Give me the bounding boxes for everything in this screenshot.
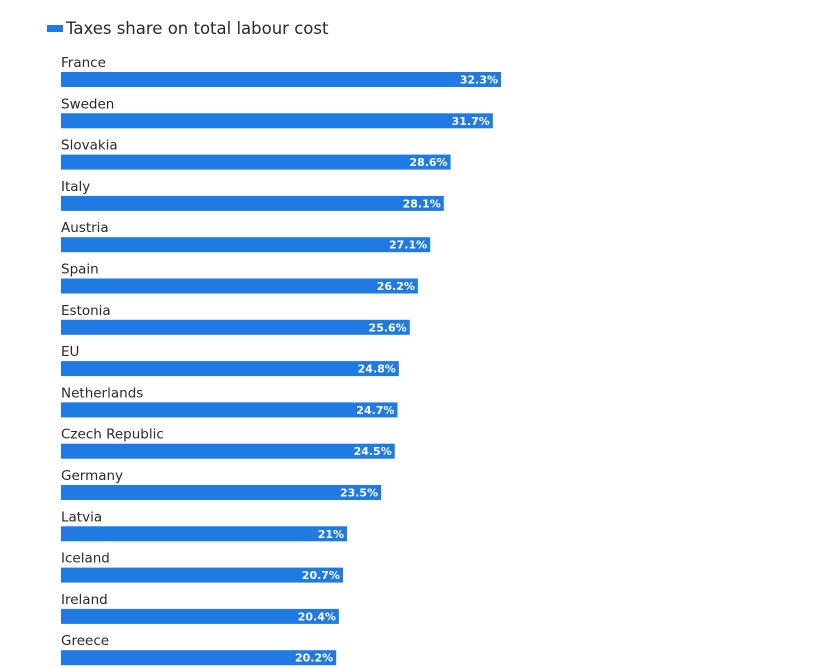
category-label: Sweden (61, 96, 114, 112)
value-label: 24.5% (354, 445, 392, 458)
bar[interactable] (61, 443, 395, 459)
category-label: Iceland (61, 551, 110, 567)
bar[interactable] (61, 278, 418, 294)
value-label: 26.2% (377, 280, 415, 293)
value-label: 20.7% (302, 569, 340, 582)
category-label: Czech Republic (61, 427, 164, 443)
bar[interactable] (61, 608, 339, 624)
category-label: Slovakia (61, 138, 118, 154)
bar[interactable] (61, 154, 451, 170)
category-label: Italy (61, 179, 90, 195)
category-label: Latvia (61, 509, 102, 525)
value-label: 24.7% (356, 404, 394, 417)
value-label: 21% (318, 528, 344, 541)
value-label: 20.2% (295, 652, 333, 665)
bar[interactable] (61, 361, 399, 377)
value-label: 28.6% (409, 156, 447, 169)
bar[interactable] (61, 567, 343, 583)
legend-swatch (47, 24, 63, 32)
category-label: Ireland (61, 592, 108, 608)
value-label: 27.1% (389, 239, 427, 252)
bar[interactable] (61, 72, 501, 87)
value-label: 32.3% (460, 74, 498, 87)
category-label: Germany (61, 468, 123, 484)
legend: Taxes share on total labour cost (47, 16, 328, 40)
value-label: 24.8% (358, 363, 396, 376)
category-label: Austria (61, 220, 109, 236)
bar[interactable] (61, 650, 337, 666)
category-label: Estonia (61, 303, 111, 319)
bar[interactable] (61, 237, 431, 253)
value-label: 25.6% (369, 321, 407, 334)
bar[interactable] (61, 402, 398, 418)
category-label: EU (61, 344, 79, 360)
category-label: France (61, 55, 106, 71)
category-label: Spain (61, 262, 99, 278)
category-label: Greece (61, 633, 109, 649)
value-label: 23.5% (340, 487, 378, 500)
bar[interactable] (61, 195, 444, 211)
bar[interactable] (61, 113, 493, 129)
value-label: 31.7% (452, 115, 490, 128)
category-label: Netherlands (61, 385, 143, 401)
legend-series-name: Taxes share on total labour cost (66, 18, 329, 38)
value-label: 20.4% (298, 610, 336, 623)
bar[interactable] (61, 485, 382, 500)
value-label: 28.1% (403, 197, 441, 210)
bar[interactable] (61, 526, 348, 542)
bar[interactable] (61, 319, 410, 335)
